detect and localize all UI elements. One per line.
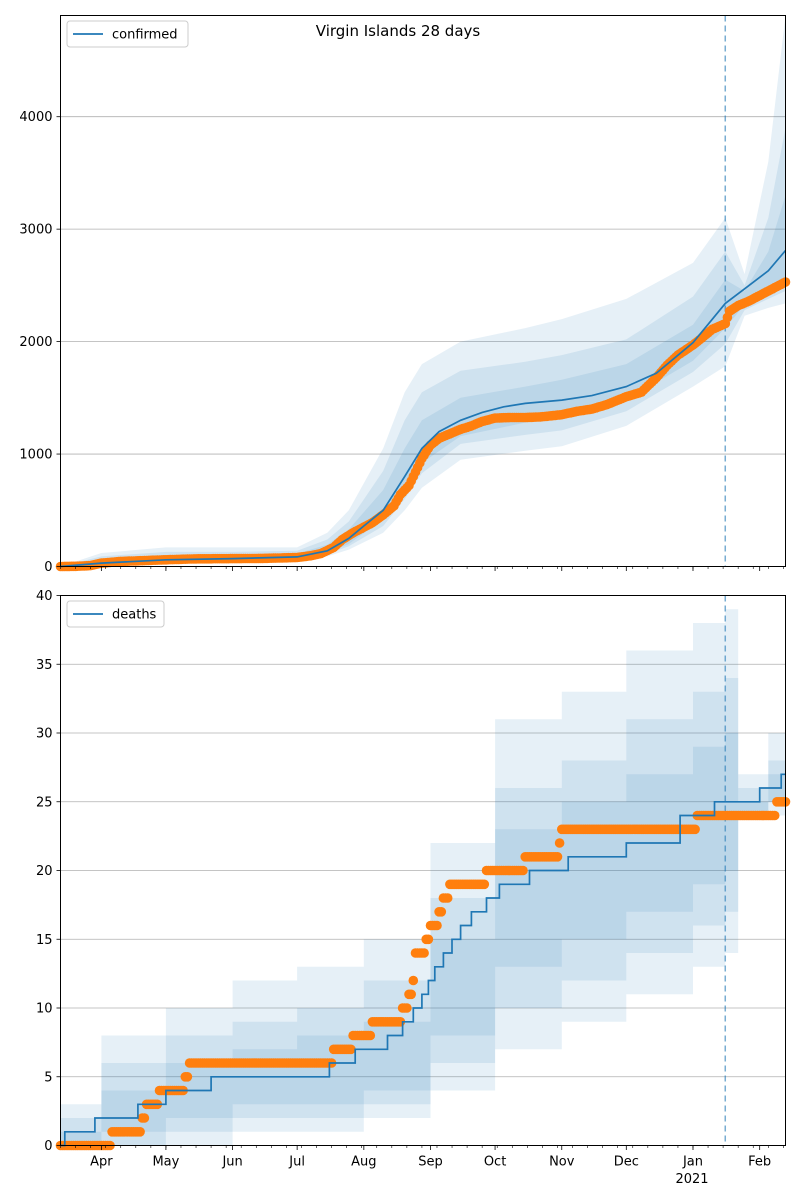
y-tick-label: 20 [36, 864, 53, 879]
observed-point [442, 893, 453, 903]
observed-point [769, 810, 780, 821]
uncertainty-band-1 [60, 15, 786, 567]
observed-point [139, 1113, 150, 1123]
deaths-legend: deaths [66, 600, 165, 628]
x-tick-label: Aug [351, 1155, 376, 1170]
x-tick-label: Jun [221, 1155, 242, 1170]
confirmed-xticks [60, 566, 784, 571]
y-tick-label: 2000 [19, 335, 52, 350]
observed-point [479, 879, 490, 890]
x-tick-label: Jan [682, 1155, 703, 1170]
confirmed-panel: 0 1000 2000 3000 4000 Virgin Islands 28 days… [19, 15, 791, 575]
y-tick-label: 0 [44, 560, 52, 575]
deaths-panel: Apr May Jun Jul Aug Sep Oct Nov Dec Jan Feb 0 5 10 15… [36, 589, 791, 1187]
y-tick-label: 25 [36, 795, 53, 810]
confirmed-bands [60, 15, 786, 567]
observed-point [365, 1030, 376, 1041]
observed-point [552, 852, 563, 862]
observed-point [135, 1127, 145, 1137]
y-tick-label: 10 [36, 1002, 53, 1017]
x-tick-label: Dec [614, 1155, 639, 1170]
confirmed-legend: confirmed [66, 20, 189, 48]
y-tick-label: 0 [44, 1139, 52, 1154]
x-tick-label: May [152, 1155, 179, 1170]
x-tick-label: Apr [90, 1155, 113, 1170]
observed-point [419, 948, 429, 958]
observed-point [182, 1072, 193, 1082]
y-tick-label: 30 [36, 727, 53, 742]
uncertainty-band-3 [60, 733, 786, 1146]
x-tick-label: Oct [484, 1155, 506, 1170]
x-tick-label: Nov [549, 1155, 575, 1170]
confirmed-median-line [60, 249, 787, 568]
y-tick-label: 3000 [19, 223, 52, 238]
observed-point [408, 975, 419, 986]
y-tick-label: 4000 [19, 110, 52, 125]
observed-point [690, 824, 700, 835]
y-tick-label: 1000 [19, 448, 52, 463]
deaths-frame [60, 595, 786, 1146]
deaths-series [55, 595, 791, 1151]
observed-point [423, 934, 434, 945]
legend-box [66, 20, 189, 48]
y-tick-label: 15 [36, 933, 53, 948]
legend-label-deaths: deaths [112, 608, 157, 623]
observed-point [554, 838, 565, 848]
observed-point [402, 1003, 412, 1013]
year-label: 2021 [675, 1172, 708, 1187]
legend-box [66, 600, 165, 628]
uncertainty-band-1 [60, 609, 786, 1146]
x-tick-label: Jul [288, 1155, 305, 1170]
x-tick-label: Sep [418, 1155, 443, 1170]
deaths-median-line [60, 773, 786, 1147]
deaths-yticks: 0 5 10 15 20 25 30 35 40 [36, 589, 61, 1154]
observed-point [346, 1044, 356, 1055]
uncertainty-band-2 [60, 127, 786, 567]
observed-point [518, 865, 528, 876]
confirmed-frame [60, 15, 786, 567]
confirmed-yticks: 0 1000 2000 3000 4000 [19, 110, 61, 575]
confirmed-series [55, 15, 791, 572]
observed-point [432, 920, 442, 931]
x-tick-label: Feb [748, 1155, 771, 1170]
deaths-bands [60, 609, 786, 1146]
uncertainty-band-2 [60, 678, 786, 1146]
legend-label-confirmed: confirmed [112, 28, 178, 43]
observed-point [436, 907, 447, 917]
observed-point [406, 989, 417, 1000]
y-tick-label: 35 [36, 658, 53, 673]
y-tick-label: 5 [44, 1070, 52, 1085]
chart-title: Virgin Islands 28 days [316, 22, 481, 40]
y-tick-label: 40 [36, 589, 53, 604]
deaths-xticks: Apr May Jun Jul Aug Sep Oct Nov Dec Jan Feb [60, 1145, 784, 1170]
